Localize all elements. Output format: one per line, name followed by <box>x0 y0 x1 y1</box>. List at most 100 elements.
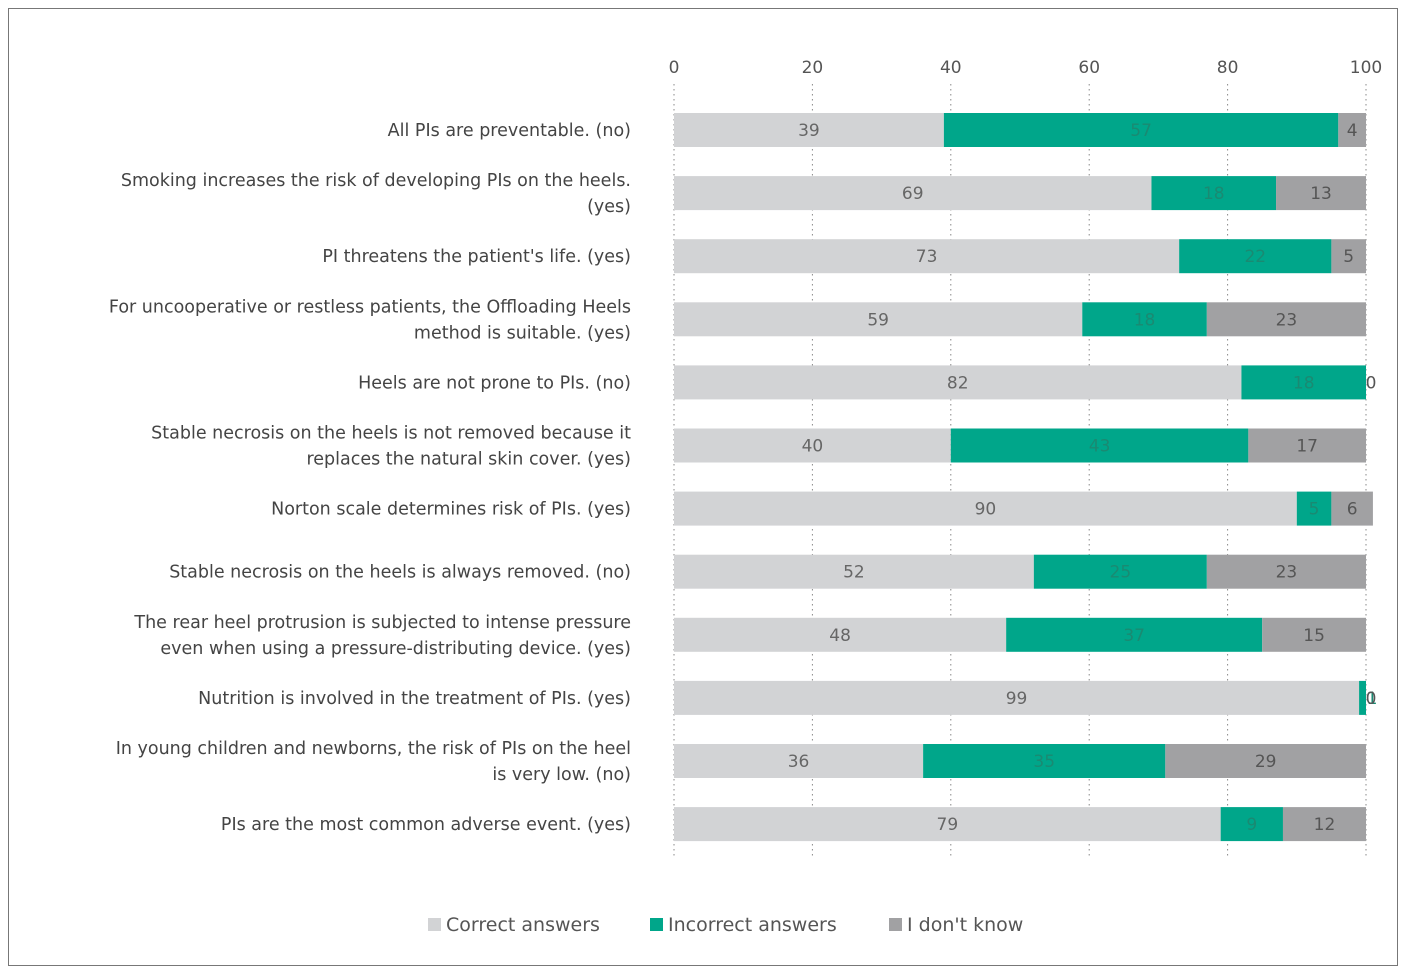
bar-segment <box>674 113 944 147</box>
bar-segment <box>1338 113 1366 147</box>
bar-segment <box>1262 617 1366 652</box>
data-label: 39 <box>798 121 820 141</box>
legend-swatch <box>650 918 663 931</box>
data-label: 82 <box>947 373 969 393</box>
category-label: method is suitable. (yes) <box>414 323 631 343</box>
category-label: Nutrition is involved in the treatment o… <box>198 689 631 709</box>
data-label: 5 <box>1309 500 1320 520</box>
bar-segment <box>943 113 1339 147</box>
data-label: 79 <box>937 815 959 835</box>
category-label: For uncooperative or restless patients, … <box>109 297 631 317</box>
category-label: is very low. (no) <box>492 765 631 785</box>
data-label: 25 <box>1110 563 1132 583</box>
data-label: 5 <box>1343 247 1354 267</box>
bar-segment <box>1082 302 1207 337</box>
data-label: 43 <box>1089 437 1111 457</box>
data-label: 90 <box>975 500 997 520</box>
category-label: Norton scale determines risk of PIs. (ye… <box>271 500 631 520</box>
data-label: 57 <box>1130 121 1152 141</box>
category-label: PIs are the most common adverse event. (… <box>221 815 631 835</box>
bar-segment <box>1331 491 1373 526</box>
data-label: 23 <box>1276 310 1298 330</box>
data-label: 52 <box>843 563 865 583</box>
bar-segment <box>1179 239 1332 274</box>
data-label: 13 <box>1310 184 1332 204</box>
legend-swatch <box>428 918 441 931</box>
data-label: 12 <box>1314 815 1336 835</box>
x-tick-label: 100 <box>1350 58 1382 78</box>
bar-segment <box>1206 302 1366 337</box>
bar-segment <box>1151 176 1277 211</box>
category-label: Stable necrosis on the heels is not remo… <box>151 424 631 444</box>
category-label: The rear heel protrusion is subjected to… <box>133 613 631 633</box>
bar-segment <box>1359 680 1366 715</box>
category-label: PI threatens the patient's life. (yes) <box>322 247 631 267</box>
bar-segment <box>674 428 951 463</box>
legend-entry: Incorrect answers <box>668 914 837 936</box>
category-label: Stable necrosis on the heels is always r… <box>169 563 631 583</box>
bar-segment <box>674 302 1083 337</box>
data-label: 4 <box>1347 121 1358 141</box>
data-label: 17 <box>1296 437 1318 457</box>
category-label: Heels are not prone to PIs. (no) <box>358 373 631 393</box>
bar-segment <box>674 176 1152 211</box>
data-label: 59 <box>867 310 889 330</box>
bar-segment <box>674 744 924 778</box>
data-label: 29 <box>1255 752 1277 772</box>
legend-entry: Correct answers <box>446 914 600 936</box>
data-label: 99 <box>1006 689 1028 709</box>
bar-segment <box>1282 807 1366 842</box>
legend-swatch <box>889 918 902 931</box>
legend-entry: I don't know <box>907 914 1023 936</box>
bar-segment <box>950 428 1249 463</box>
data-label: 9 <box>1246 815 1257 835</box>
x-tick-label: 0 <box>669 58 680 78</box>
data-label: 18 <box>1203 184 1225 204</box>
x-tick-label: 60 <box>1078 58 1100 78</box>
data-label: 36 <box>788 752 810 772</box>
data-label: 23 <box>1276 563 1298 583</box>
bar-segment <box>1248 428 1366 463</box>
data-label: 0 <box>1366 373 1377 393</box>
x-tick-label: 40 <box>940 58 962 78</box>
chart-frame <box>8 8 1398 966</box>
bar-segment <box>923 744 1166 778</box>
bar-segment <box>1206 554 1366 589</box>
bar-segment <box>1296 491 1332 526</box>
bar-segment <box>674 807 1221 842</box>
data-label: 1 <box>1367 689 1378 709</box>
data-label: 0 <box>1366 689 1377 709</box>
bar-segment <box>674 239 1180 274</box>
x-tick-label: 20 <box>802 58 824 78</box>
category-label: Smoking increases the risk of developing… <box>121 171 631 191</box>
bar-segment <box>1241 365 1366 400</box>
bar-segment <box>674 617 1007 652</box>
bar-segment <box>674 365 1242 400</box>
data-label: 22 <box>1244 247 1266 267</box>
data-label: 69 <box>902 184 924 204</box>
bar-segment <box>674 491 1297 526</box>
data-label: 37 <box>1123 626 1145 646</box>
bar-segment <box>1331 239 1366 274</box>
data-label: 40 <box>802 437 824 457</box>
x-tick-label: 80 <box>1217 58 1239 78</box>
category-label: In young children and newborns, the risk… <box>116 739 631 759</box>
data-label: 18 <box>1134 310 1156 330</box>
bar-segment <box>1006 617 1263 652</box>
bar-segment <box>1165 744 1366 778</box>
bar-segment <box>1033 554 1207 589</box>
bar-segment <box>1220 807 1283 842</box>
data-label: 18 <box>1293 373 1315 393</box>
data-label: 15 <box>1303 626 1325 646</box>
category-label: All PIs are preventable. (no) <box>388 121 631 141</box>
category-label: (yes) <box>587 197 631 217</box>
data-label: 35 <box>1033 752 1055 772</box>
bar-segment <box>1276 176 1366 211</box>
data-label: 6 <box>1347 500 1358 520</box>
data-label: 48 <box>829 626 851 646</box>
bar-segment <box>674 554 1034 589</box>
category-label: even when using a pressure-distributing … <box>160 639 631 659</box>
bar-segment <box>674 680 1360 715</box>
category-label: replaces the natural skin cover. (yes) <box>306 450 631 470</box>
